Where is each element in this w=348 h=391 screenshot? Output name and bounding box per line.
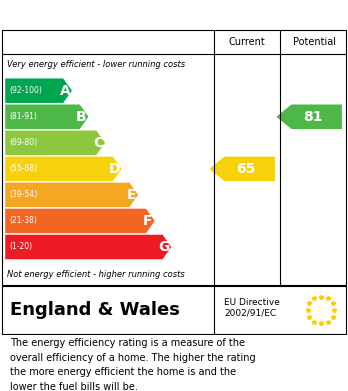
Text: 81: 81 [303, 110, 322, 124]
Text: (55-68): (55-68) [9, 164, 38, 173]
Text: Not energy efficient - higher running costs: Not energy efficient - higher running co… [7, 270, 185, 279]
Polygon shape [5, 104, 88, 129]
Polygon shape [5, 79, 72, 103]
Text: The energy efficiency rating is a measure of the
overall efficiency of a home. T: The energy efficiency rating is a measur… [10, 338, 256, 391]
Text: England & Wales: England & Wales [10, 301, 180, 319]
Text: G: G [159, 240, 170, 254]
Text: (39-54): (39-54) [9, 190, 38, 199]
Text: (81-91): (81-91) [9, 112, 37, 121]
Polygon shape [5, 235, 171, 259]
Text: (1-20): (1-20) [9, 242, 32, 251]
Text: (21-38): (21-38) [9, 217, 37, 226]
Text: (92-100): (92-100) [9, 86, 42, 95]
Polygon shape [276, 104, 342, 129]
Polygon shape [5, 209, 155, 233]
Text: Potential: Potential [293, 37, 335, 47]
Text: A: A [60, 84, 70, 98]
Text: EU Directive
2002/91/EC: EU Directive 2002/91/EC [224, 298, 280, 317]
Polygon shape [5, 131, 105, 155]
Text: (69-80): (69-80) [9, 138, 38, 147]
Text: Current: Current [229, 37, 266, 47]
Text: C: C [93, 136, 103, 150]
Text: 65: 65 [236, 162, 255, 176]
Text: Very energy efficient - lower running costs: Very energy efficient - lower running co… [7, 60, 185, 69]
Polygon shape [5, 156, 121, 181]
Polygon shape [209, 156, 275, 181]
Polygon shape [5, 183, 138, 207]
Text: E: E [126, 188, 136, 202]
Text: F: F [143, 214, 152, 228]
Text: B: B [76, 110, 87, 124]
Text: D: D [109, 162, 120, 176]
Text: Energy Efficiency Rating: Energy Efficiency Rating [14, 7, 224, 23]
